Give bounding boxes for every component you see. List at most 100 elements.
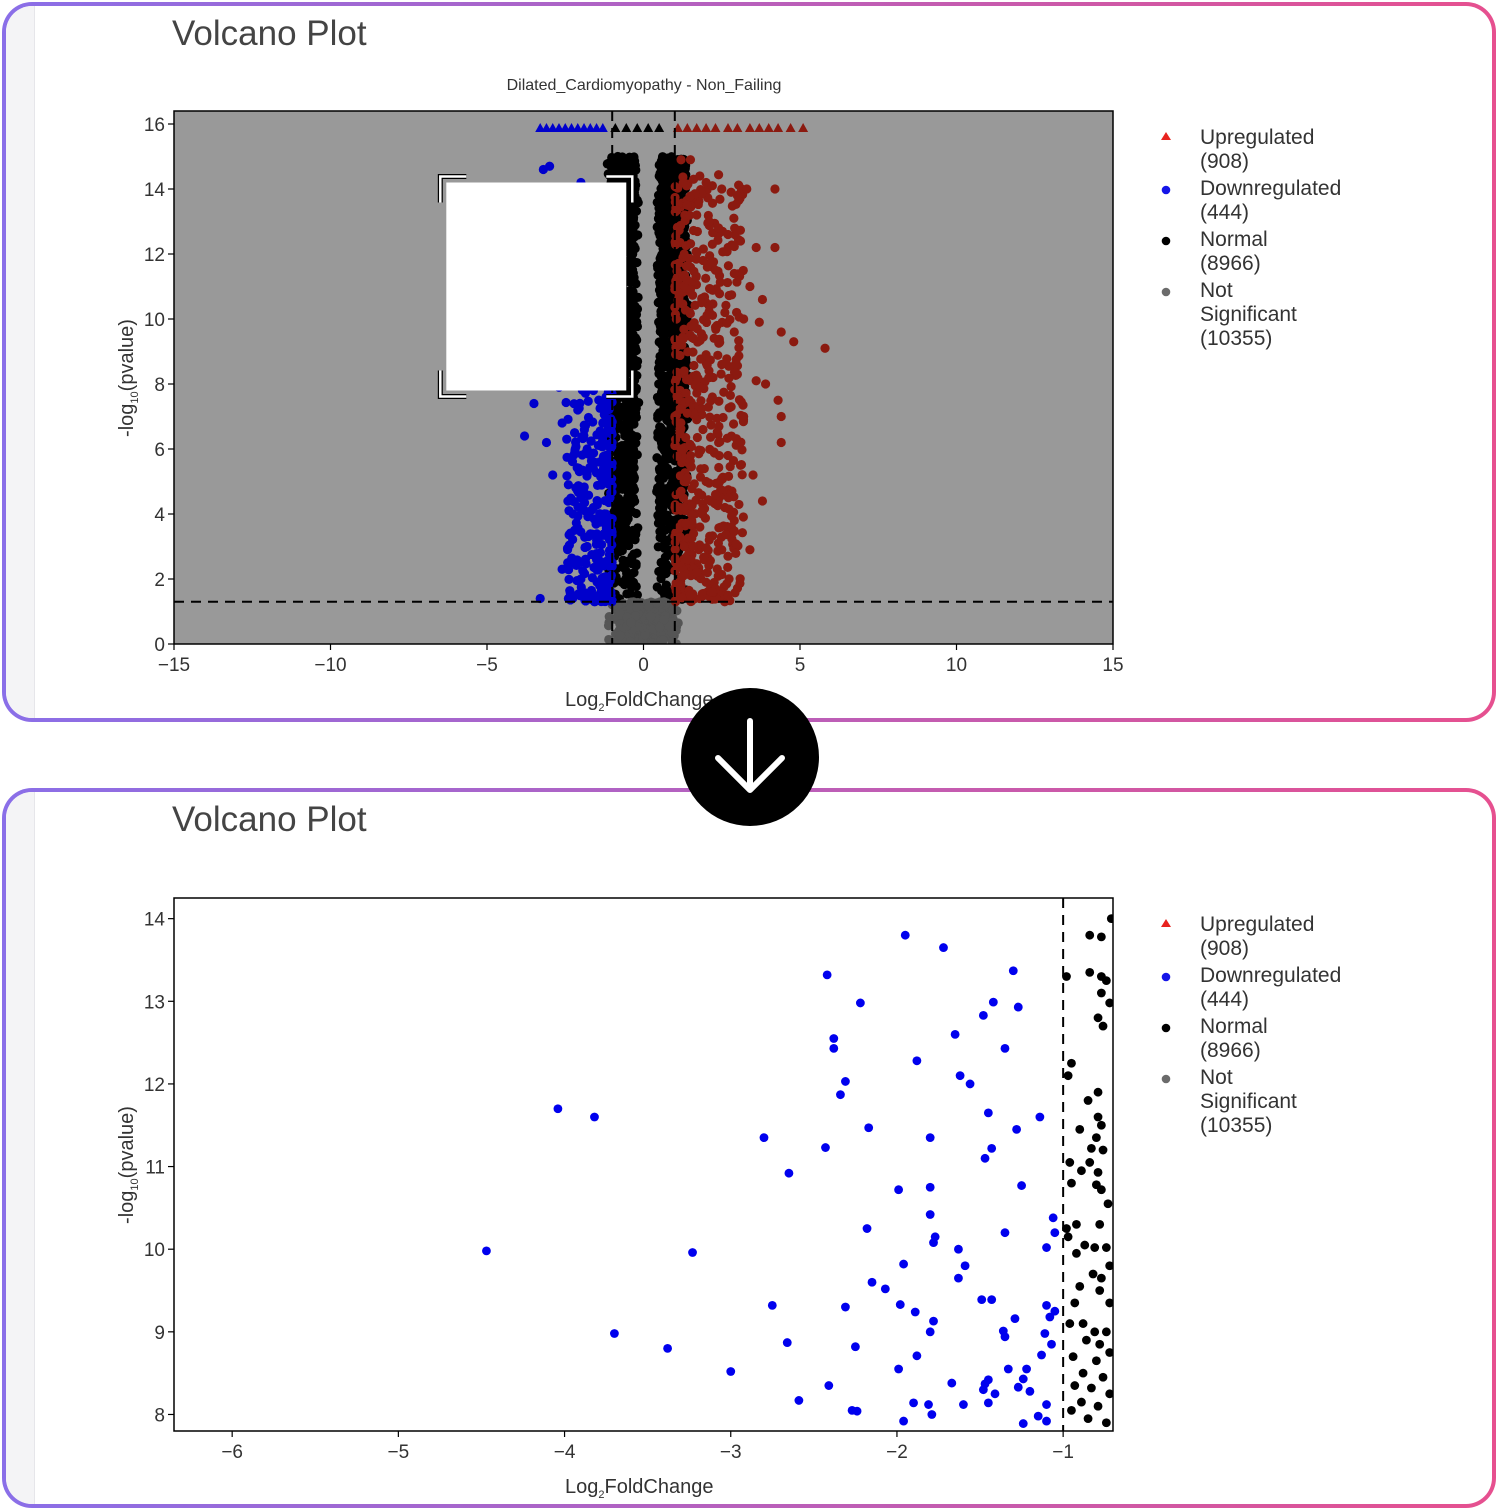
downregulated-point — [977, 1295, 987, 1305]
downregulated-point — [929, 1238, 938, 1247]
upregulated-point — [729, 213, 739, 223]
y-tick-label: 9 — [154, 1323, 165, 1344]
downregulated-point — [595, 548, 606, 558]
upregulated-point — [704, 372, 714, 383]
downregulated-point — [592, 430, 602, 440]
upregulated-point — [716, 369, 726, 379]
downregulated-triangle — [597, 123, 608, 132]
normal-point — [622, 589, 632, 599]
downregulated-point — [583, 396, 593, 406]
upregulated-point — [676, 444, 686, 454]
plot-group: −15 −10 −5 0 5 10 15 0 2 4 6 8 10 12 14 16 Log2FoldChang… — [116, 110, 1124, 714]
upregulated-point — [729, 241, 739, 252]
upregulated-triangle — [754, 123, 765, 132]
upregulated-point — [678, 571, 688, 581]
upregulated-point — [820, 343, 830, 353]
upregulated-point — [673, 392, 683, 403]
upregulated-point — [714, 437, 724, 448]
downregulated-point — [585, 529, 595, 539]
normal-point — [627, 551, 637, 561]
normal-point — [1101, 1327, 1111, 1337]
downregulated-point — [1045, 1312, 1055, 1322]
downregulated-point — [603, 451, 613, 462]
x-tick-label: 5 — [795, 655, 806, 676]
downregulated-point — [987, 1143, 997, 1153]
upregulated-point — [714, 462, 724, 473]
normal-point — [633, 230, 643, 240]
upregulated-point — [693, 373, 703, 384]
downregulated-point — [990, 1389, 1000, 1399]
upregulated-triangle — [763, 123, 774, 132]
normal-point — [1077, 1166, 1086, 1176]
upregulated-point — [702, 360, 712, 370]
upregulated-point — [717, 569, 727, 580]
upregulated-point — [757, 294, 768, 305]
upregulated-point — [721, 300, 731, 310]
upregulated-point — [739, 411, 749, 422]
downregulated-point — [590, 597, 600, 607]
downregulated-point — [829, 1043, 839, 1053]
normal-point — [631, 559, 641, 569]
downregulated-point — [1042, 1416, 1051, 1426]
normal-point — [654, 496, 664, 507]
downregulated-triangle — [553, 123, 564, 132]
normal-point — [1075, 1124, 1085, 1134]
downregulated-point — [601, 587, 611, 597]
upregulated-point — [676, 486, 686, 496]
upregulated-point — [710, 265, 721, 275]
upregulated-point — [729, 327, 739, 337]
downregulated-point — [852, 1406, 862, 1416]
normal-point — [1093, 1112, 1103, 1122]
plot-frame — [173, 897, 1114, 1432]
upregulated-point — [698, 244, 708, 254]
downregulated-point — [925, 1210, 935, 1219]
downregulated-point — [829, 1034, 839, 1043]
normal-point — [1072, 1248, 1081, 1258]
normal-point — [619, 525, 629, 535]
upregulated-triangle — [732, 123, 743, 132]
upregulated-point — [685, 450, 696, 461]
normal-point — [621, 573, 631, 583]
upregulated-point — [735, 460, 746, 470]
upregulated-point — [696, 298, 707, 308]
upregulated-point — [728, 419, 739, 429]
y-tick-label: 13 — [144, 992, 165, 1013]
upregulated-point — [704, 535, 714, 545]
normal-point — [656, 184, 666, 194]
normal-point — [662, 286, 672, 296]
normal-point — [1085, 967, 1095, 977]
normal-point — [1096, 1185, 1106, 1195]
normal-point — [626, 474, 636, 485]
downregulated-point — [583, 412, 594, 423]
normal-point — [629, 568, 639, 578]
normal-point — [1101, 1243, 1111, 1252]
upregulated-triangle — [723, 123, 734, 132]
downregulated-point — [601, 509, 611, 519]
normal-point — [662, 415, 672, 426]
downregulated-point — [924, 1400, 933, 1409]
x-axis-label: Log2FoldChange — [565, 689, 713, 714]
upregulated-point — [705, 412, 715, 422]
x-tick-label: −6 — [221, 1442, 243, 1463]
upregulated-point — [707, 181, 717, 191]
y-tick-label: 12 — [144, 245, 165, 266]
upregulated-point — [674, 532, 684, 542]
downregulated-point — [604, 561, 614, 571]
downregulated-point — [1040, 1329, 1050, 1338]
upregulated-point — [695, 522, 705, 532]
downregulated-point — [978, 1385, 988, 1395]
normal-point — [1067, 1178, 1076, 1188]
upregulated-point — [712, 320, 722, 331]
x-tick-label: 15 — [1102, 655, 1123, 676]
y-tick-label: 8 — [154, 375, 165, 396]
upregulated-point — [732, 190, 743, 201]
upregulated-point — [673, 295, 683, 305]
upregulated-point — [714, 223, 724, 233]
normal-point — [658, 358, 668, 368]
normal-point — [1096, 1120, 1106, 1130]
normal-point — [626, 248, 636, 258]
normal-point — [628, 412, 638, 422]
downregulated-point — [862, 1224, 872, 1233]
upregulated-point — [735, 225, 746, 235]
